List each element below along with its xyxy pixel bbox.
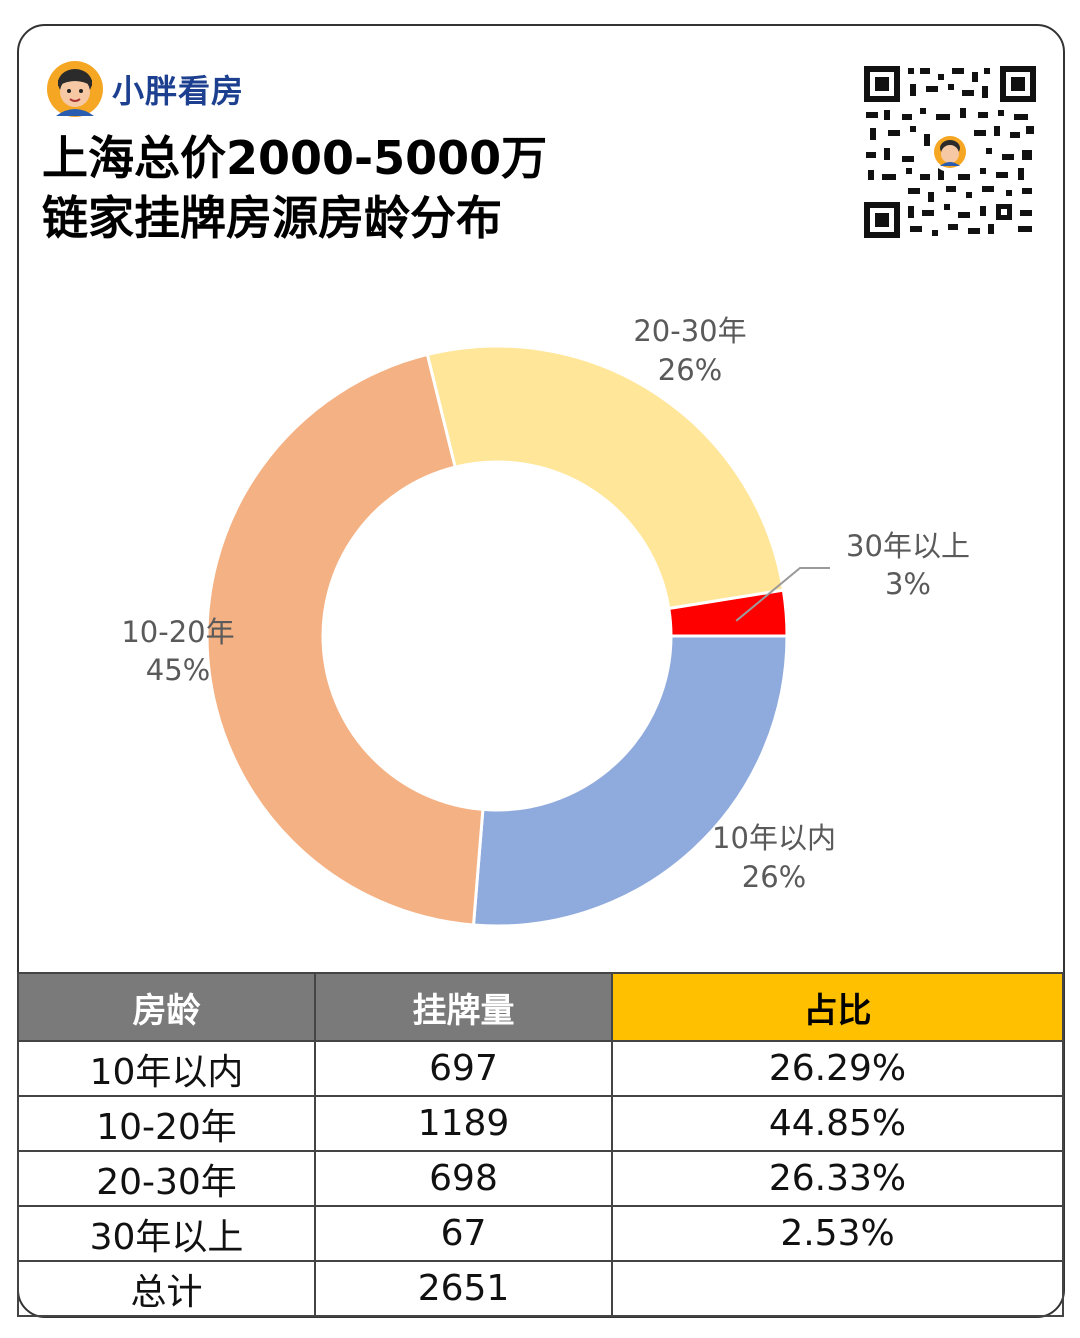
table-row: 10年以内 697 26.29% [17, 1040, 1064, 1097]
cell-share: 44.85% [611, 1095, 1064, 1152]
brand-name: 小胖看房 [112, 72, 245, 110]
cell-share: 26.29% [611, 1040, 1064, 1097]
brand: 小胖看房 [46, 60, 244, 118]
cell-age: 10-20年 [17, 1095, 316, 1152]
qr-code-icon [862, 64, 1038, 240]
cell-total-count: 2651 [314, 1260, 613, 1317]
table-row: 20-30年 698 26.33% [17, 1150, 1064, 1207]
title-line-2: 链家挂牌房源房龄分布 [42, 191, 502, 245]
cell-count: 697 [314, 1040, 613, 1097]
header-age: 房龄 [17, 972, 316, 1042]
cell-share: 26.33% [611, 1150, 1064, 1207]
cell-total-label: 总计 [17, 1260, 316, 1317]
cell-total-share [611, 1260, 1064, 1317]
title-line-1: 上海总价2000-5000万 [42, 131, 548, 185]
cell-age: 20-30年 [17, 1150, 316, 1207]
table-total-row: 总计 2651 [17, 1260, 1064, 1317]
cell-share: 2.53% [611, 1205, 1064, 1262]
header-count: 挂牌量 [314, 972, 613, 1042]
cell-count: 698 [314, 1150, 613, 1207]
table-row: 30年以上 67 2.53% [17, 1205, 1064, 1262]
cell-age: 30年以上 [17, 1205, 316, 1262]
page-title: 上海总价2000-5000万 链家挂牌房源房龄分布 [42, 128, 547, 248]
cell-count: 1189 [314, 1095, 613, 1152]
avatar-icon [47, 61, 103, 117]
table-row: 10-20年 1189 44.85% [17, 1095, 1064, 1152]
table-header-row: 房龄 挂牌量 占比 [17, 972, 1064, 1042]
cell-count: 67 [314, 1205, 613, 1262]
header-share: 占比 [611, 972, 1064, 1042]
data-table: 房龄 挂牌量 占比 10年以内 697 26.29% 10-20年 1189 4… [17, 972, 1064, 1317]
cell-age: 10年以内 [17, 1040, 316, 1097]
